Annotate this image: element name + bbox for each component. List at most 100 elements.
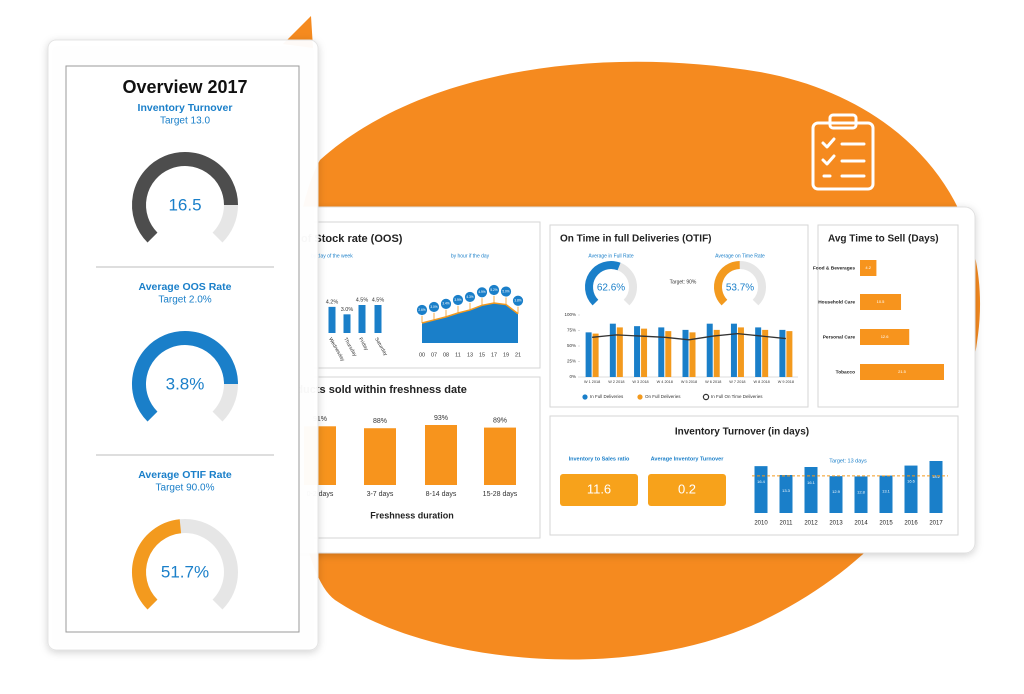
bubble [416,304,428,316]
x-tick-label: W 3 2018 [632,380,648,384]
x-tick-label: 08 [443,352,449,358]
data-label: 3.8% [514,299,521,303]
bar [689,332,696,377]
bar [616,327,623,377]
gauge-target: Target 2.0% [158,295,211,306]
bar [754,466,768,513]
bar [364,428,396,485]
gauge-value: 53.7% [726,283,754,294]
overview-title: Overview 2017 [122,77,247,97]
kpi-label: Average Inventory Turnover [651,456,725,462]
data-label: 88% [373,418,387,425]
data-label: 3.9% [454,298,461,302]
bar [929,461,943,513]
overview: Overview 2017 Inventory Turnover Target 13… [47,39,319,651]
bar [658,327,665,377]
data-label: 93% [434,415,448,422]
data-label: 4.2 [865,265,871,270]
x-tick-label: 0-2 days [307,491,334,498]
bar [634,326,641,377]
data-label: 3.0% [430,305,437,309]
bar [328,306,336,333]
data-label: 4.3% [466,295,473,299]
x-tick-label: 2014 [854,521,868,527]
gauge-label: Inventory Turnover [138,102,233,114]
x-tick-label: W 4 2018 [657,380,673,384]
data-label: 5.2% [490,288,497,292]
bar [585,332,592,377]
bar [904,465,918,513]
gauge-arc [132,152,238,243]
y-tick-label: Personal Care [823,334,856,340]
panel-title: Inventory Turnover (in days) [675,427,809,438]
gauge-value: 16.5 [168,195,201,214]
bar [665,331,672,377]
data-label: 12.8 [857,489,866,494]
bar [786,331,793,377]
gauge-label: Average OTIF Rate [138,469,232,481]
chart-subtitle: by day of the week [311,253,353,259]
data-label: 16.6 [907,479,916,484]
area [422,303,518,343]
x-tick-label: 19 [503,352,509,358]
x-tick-label: 2017 [929,521,943,527]
bubble [476,286,488,299]
bar [804,467,818,513]
bar [484,427,516,485]
bar [762,329,769,377]
data-label: 10.5 [877,299,886,304]
bar [860,329,910,345]
gauge-label: Average on Time Rate [715,253,765,259]
line [592,332,786,341]
dashboard: Out of Stock rate (OOS)by day of the wee… [239,206,976,554]
y-tick-label: 100% [564,312,576,317]
x-tick-label: W 2 2018 [608,380,624,384]
bar [713,329,720,377]
gauge-arc [132,519,182,610]
legend-label: In Full Deliveries [590,394,624,399]
x-tick-label: 8-14 days [426,491,457,498]
bar [609,323,616,377]
gauge-value: 62.6% [597,283,625,294]
bubble [440,297,452,310]
data-label: 89% [493,417,507,424]
bar [425,425,457,485]
data-label: 21.5 [898,369,907,374]
gauge-target: Target 90.0% [156,483,215,494]
x-tick-label: 13 [467,352,473,358]
x-tick-label: W 6 2018 [705,380,721,384]
bar [854,476,868,513]
bar [860,294,902,310]
x-tick-label: 07 [431,352,437,358]
target-label: Target: 90% [670,279,697,285]
gauge-label: Average OOS Rate [139,281,232,293]
y-tick-label: 75% [567,328,576,333]
x-tick-label: 2013 [829,521,843,527]
bar [730,323,737,377]
bar [343,314,351,333]
x-tick-label: 3-7 days [367,491,394,498]
kpi-box [648,474,726,506]
data-label: 13.3 [782,488,791,493]
bubble [464,291,476,303]
bubble [428,301,440,313]
gauge-target: Target 13.0 [160,116,210,127]
chart-subtitle: by hour if the day [451,253,490,259]
data-label: 12.9 [832,489,841,494]
gauge-label: Average in Full Rate [588,253,633,259]
gauge-arc [714,261,741,306]
bar [374,305,382,333]
y-tick-label: Household Care [818,299,855,305]
x-tick-label: 2012 [804,521,818,527]
legend-label: In Full On Time Deliveries [711,394,763,399]
bar [779,329,786,377]
data-label: 2.6% [418,308,425,312]
data-label: 16.4 [757,479,766,484]
bubble [500,285,512,298]
x-tick-label: 2011 [780,521,794,527]
panel-title: On Time in full Deliveries (OTIF) [560,234,712,245]
data-label: 4.5% [356,297,369,303]
target-label: Target: 13 days [829,458,867,464]
